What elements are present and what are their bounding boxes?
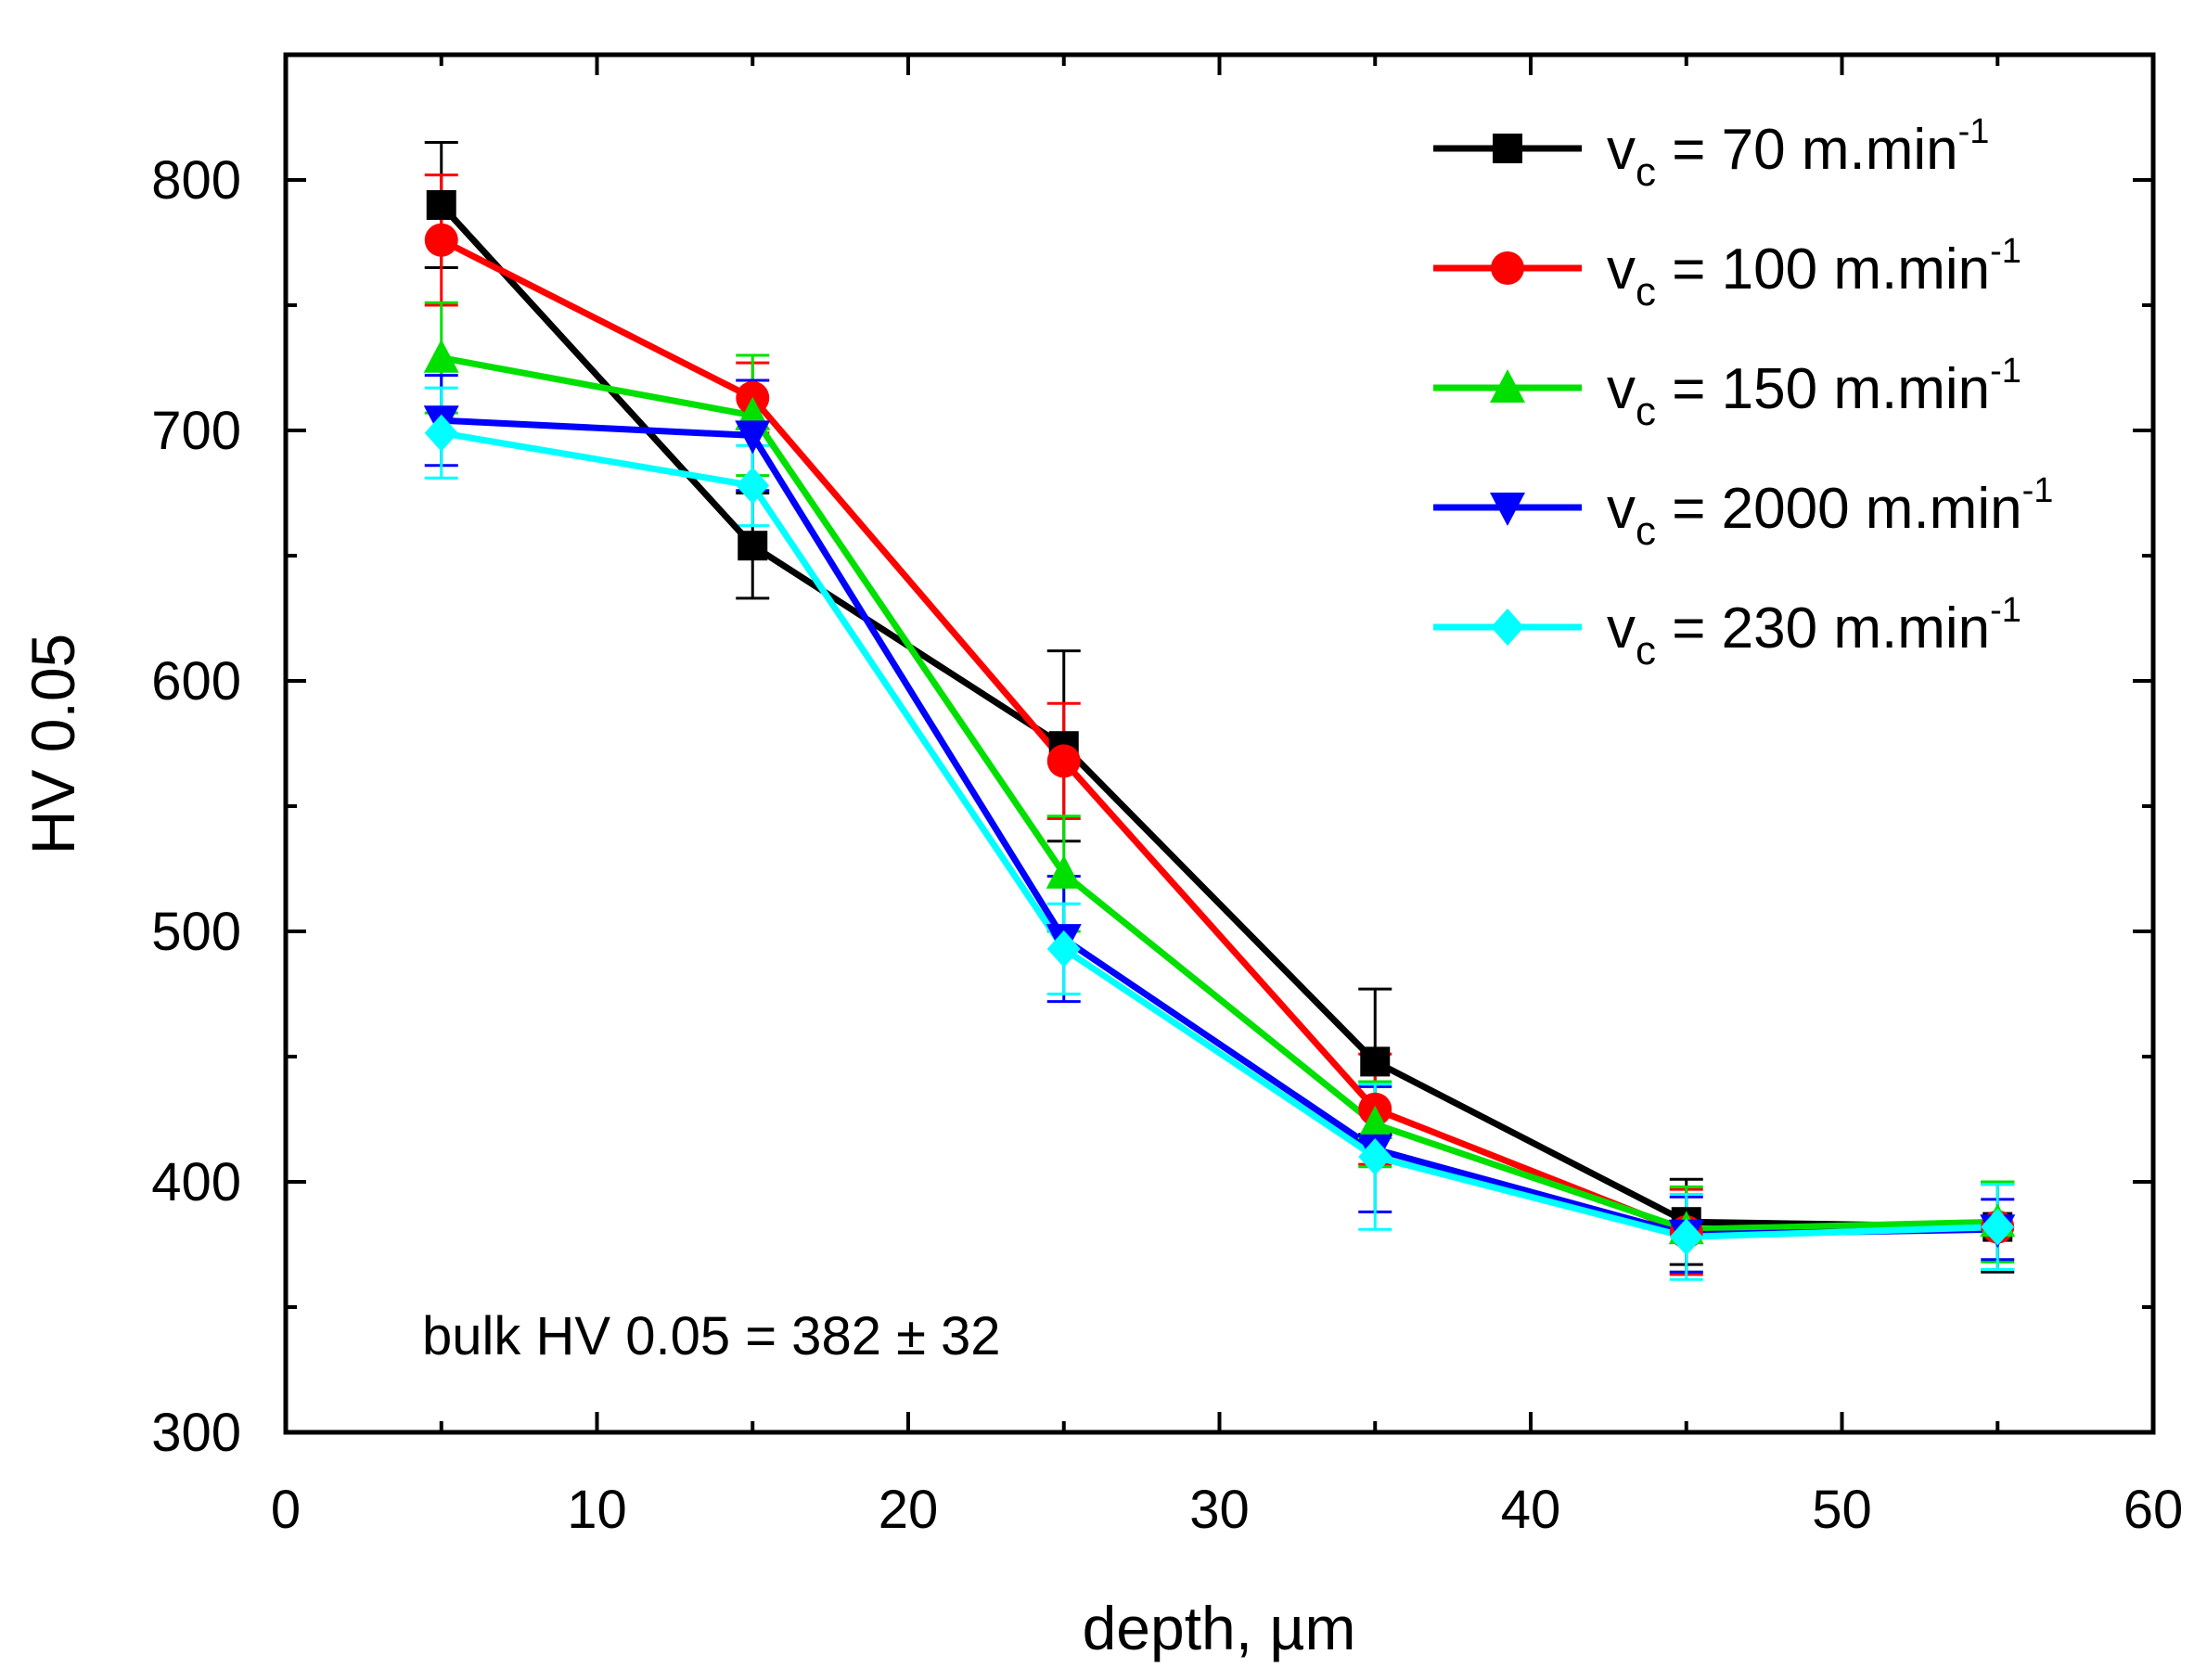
data-point (424, 223, 458, 257)
data-point (1360, 1046, 1391, 1077)
legend-marker (1491, 609, 1524, 646)
data-point (1358, 1138, 1392, 1175)
y-tick-label: 500 (151, 902, 241, 962)
series-line (441, 417, 1998, 1238)
x-tick-label: 40 (1501, 1480, 1561, 1540)
legend-superscript: -1 (1990, 591, 2021, 630)
legend-subscript: c (1636, 149, 1656, 195)
x-tick-label: 10 (567, 1480, 627, 1540)
legend-superscript: -1 (1958, 112, 1990, 151)
data-point (1046, 744, 1081, 778)
data-point (1981, 1208, 2015, 1246)
series-line (441, 354, 1998, 1233)
data-point (423, 339, 459, 373)
legend-rest: = 70 m.min (1656, 118, 1958, 182)
legend-rest: = 100 m.min (1656, 237, 1990, 301)
y-tick-labels: 300 400 500 600 700 800 (151, 150, 241, 1463)
y-tick-label: 700 (151, 401, 241, 461)
legend-superscript: -1 (2022, 471, 2054, 510)
legend-item: vc = 2000 m.min-1 (1433, 471, 2053, 554)
legend-item: vc = 230 m.min-1 (1433, 591, 2021, 673)
series-line (441, 430, 1998, 1240)
series-lines (439, 202, 1998, 1240)
legend-rest: = 150 m.min (1656, 357, 1990, 421)
legend-superscript: -1 (1990, 232, 2021, 271)
axis-ticks (284, 53, 2155, 1434)
legend-superscript: -1 (1990, 352, 2021, 391)
legend-v: v (1607, 357, 1636, 421)
legend-label: vc = 70 m.min-1 (1607, 112, 1989, 195)
legend: vc = 70 m.min-1vc = 100 m.min-1vc = 150 … (1433, 112, 2053, 673)
legend-marker (1490, 369, 1525, 403)
error-bars (424, 141, 2015, 1281)
legend-rest: = 2000 m.min (1656, 477, 2022, 541)
x-tick-label: 20 (879, 1480, 939, 1540)
x-axis-title: depth, µm (1083, 1594, 1356, 1662)
legend-marker (1491, 251, 1524, 285)
legend-v: v (1607, 118, 1636, 182)
legend-v: v (1607, 596, 1636, 660)
legend-item: vc = 70 m.min-1 (1433, 112, 1989, 195)
data-point (426, 190, 456, 220)
data-point (424, 414, 458, 452)
legend-subscript: c (1636, 269, 1656, 314)
bulk-hardness-annotation: bulk HV 0.05 = 382 ± 32 (422, 1306, 1001, 1366)
legend-marker (1490, 493, 1525, 526)
legend-subscript: c (1636, 508, 1656, 554)
y-tick-label: 400 (151, 1152, 241, 1212)
series-line (439, 202, 1998, 1231)
legend-item: vc = 100 m.min-1 (1433, 232, 2021, 314)
legend-label: vc = 150 m.min-1 (1607, 352, 2021, 434)
data-point (1669, 1218, 1703, 1256)
legend-subscript: c (1636, 628, 1656, 673)
series-markers (423, 190, 2016, 1256)
x-tick-label: 0 (271, 1480, 301, 1540)
legend-subscript: c (1636, 389, 1656, 434)
legend-label: vc = 2000 m.min-1 (1607, 471, 2053, 554)
legend-label: vc = 230 m.min-1 (1607, 591, 2021, 673)
data-point (1046, 854, 1082, 889)
data-point (1046, 930, 1081, 968)
y-tick-label: 800 (151, 150, 241, 211)
data-point (736, 467, 770, 505)
legend-marker (1493, 134, 1522, 163)
legend-v: v (1607, 477, 1636, 541)
data-point (738, 531, 768, 561)
legend-item: vc = 150 m.min-1 (1433, 352, 2021, 434)
x-tick-label: 30 (1189, 1480, 1250, 1540)
x-tick-label: 60 (2124, 1480, 2184, 1540)
data-point (735, 420, 771, 455)
legend-v: v (1607, 237, 1636, 301)
x-tick-labels: 0 10 20 30 40 50 60 (271, 1480, 2183, 1540)
x-tick-label: 50 (1812, 1480, 1872, 1540)
y-tick-label: 300 (151, 1403, 241, 1463)
y-tick-label: 600 (151, 651, 241, 712)
data-point (1357, 1105, 1393, 1139)
y-axis-title: HV 0.05 (19, 634, 87, 854)
legend-rest: = 230 m.min (1656, 596, 1990, 660)
legend-label: vc = 100 m.min-1 (1607, 232, 2021, 314)
